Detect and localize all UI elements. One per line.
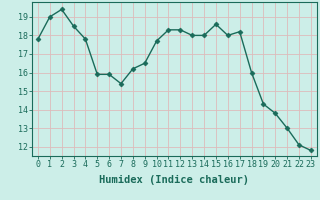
- X-axis label: Humidex (Indice chaleur): Humidex (Indice chaleur): [100, 175, 249, 185]
